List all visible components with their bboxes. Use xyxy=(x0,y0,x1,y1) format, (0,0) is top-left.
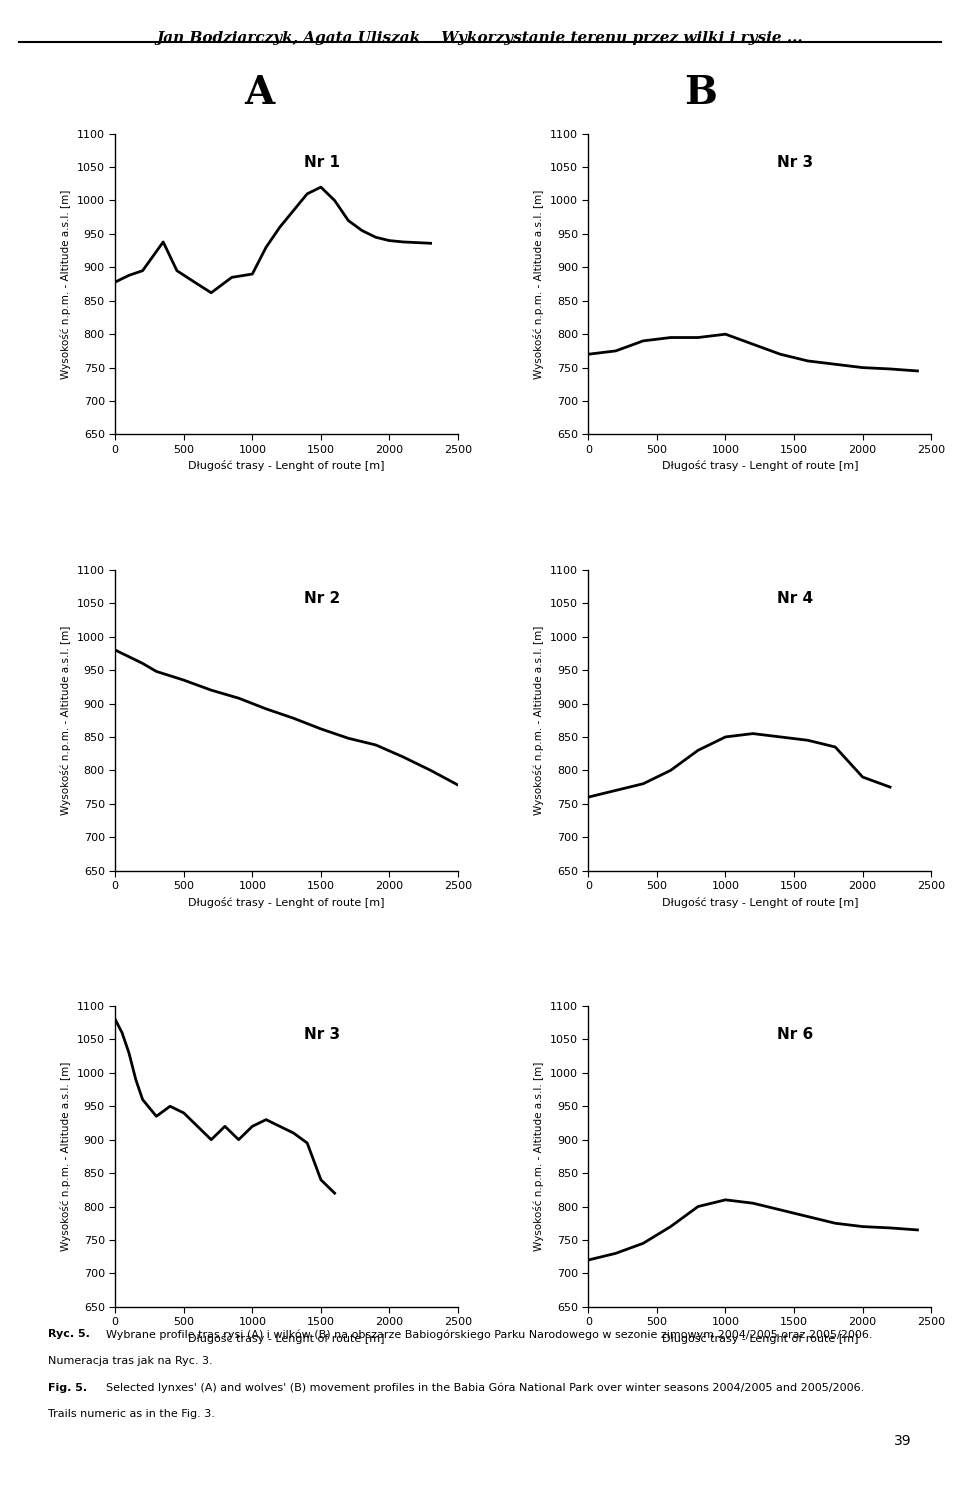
Text: Jan Bodziarczyk, Agata Uliszak    Wykorzystanie terenu przez wilki i rysie ...: Jan Bodziarczyk, Agata Uliszak Wykorzyst… xyxy=(156,31,804,45)
Text: Nr 3: Nr 3 xyxy=(303,1028,340,1042)
Y-axis label: Wysokość n.p.m. - Altitude a.s.l. [m]: Wysokość n.p.m. - Altitude a.s.l. [m] xyxy=(60,625,71,815)
Y-axis label: Wysokość n.p.m. - Altitude a.s.l. [m]: Wysokość n.p.m. - Altitude a.s.l. [m] xyxy=(60,190,71,379)
Y-axis label: Wysokość n.p.m. - Altitude a.s.l. [m]: Wysokość n.p.m. - Altitude a.s.l. [m] xyxy=(534,1062,544,1250)
Text: Nr 6: Nr 6 xyxy=(777,1028,813,1042)
X-axis label: Długość trasy - Lenght of route [m]: Długość trasy - Lenght of route [m] xyxy=(188,897,385,907)
Text: Nr 4: Nr 4 xyxy=(777,591,813,606)
Text: B: B xyxy=(684,74,717,113)
X-axis label: Długość trasy - Lenght of route [m]: Długość trasy - Lenght of route [m] xyxy=(661,460,858,471)
Y-axis label: Wysokość n.p.m. - Altitude a.s.l. [m]: Wysokość n.p.m. - Altitude a.s.l. [m] xyxy=(534,190,544,379)
Text: Ryc. 5.: Ryc. 5. xyxy=(48,1329,90,1339)
Text: Fig. 5.: Fig. 5. xyxy=(48,1383,87,1393)
X-axis label: Długość trasy - Lenght of route [m]: Długość trasy - Lenght of route [m] xyxy=(188,1332,385,1344)
X-axis label: Długość trasy - Lenght of route [m]: Długość trasy - Lenght of route [m] xyxy=(661,1332,858,1344)
Text: 39: 39 xyxy=(895,1435,912,1448)
Text: Trails numeric as in the Fig. 3.: Trails numeric as in the Fig. 3. xyxy=(48,1409,215,1420)
Text: Nr 3: Nr 3 xyxy=(777,154,813,169)
Text: Wybrane profile tras rysi (A) i wilków (B) na obszarze Babiogórskiego Parku Naro: Wybrane profile tras rysi (A) i wilków (… xyxy=(106,1329,872,1339)
Text: Nr 2: Nr 2 xyxy=(303,591,340,606)
X-axis label: Długość trasy - Lenght of route [m]: Długość trasy - Lenght of route [m] xyxy=(188,460,385,471)
Text: Nr 1: Nr 1 xyxy=(303,154,340,169)
Text: A: A xyxy=(244,74,275,113)
X-axis label: Długość trasy - Lenght of route [m]: Długość trasy - Lenght of route [m] xyxy=(661,897,858,907)
Y-axis label: Wysokość n.p.m. - Altitude a.s.l. [m]: Wysokość n.p.m. - Altitude a.s.l. [m] xyxy=(60,1062,71,1250)
Y-axis label: Wysokość n.p.m. - Altitude a.s.l. [m]: Wysokość n.p.m. - Altitude a.s.l. [m] xyxy=(534,625,544,815)
Text: Selected lynxes' (A) and wolves' (B) movement profiles in the Babia Góra Nationa: Selected lynxes' (A) and wolves' (B) mov… xyxy=(106,1383,864,1393)
Text: Numeracja tras jak na Ryc. 3.: Numeracja tras jak na Ryc. 3. xyxy=(48,1356,212,1366)
